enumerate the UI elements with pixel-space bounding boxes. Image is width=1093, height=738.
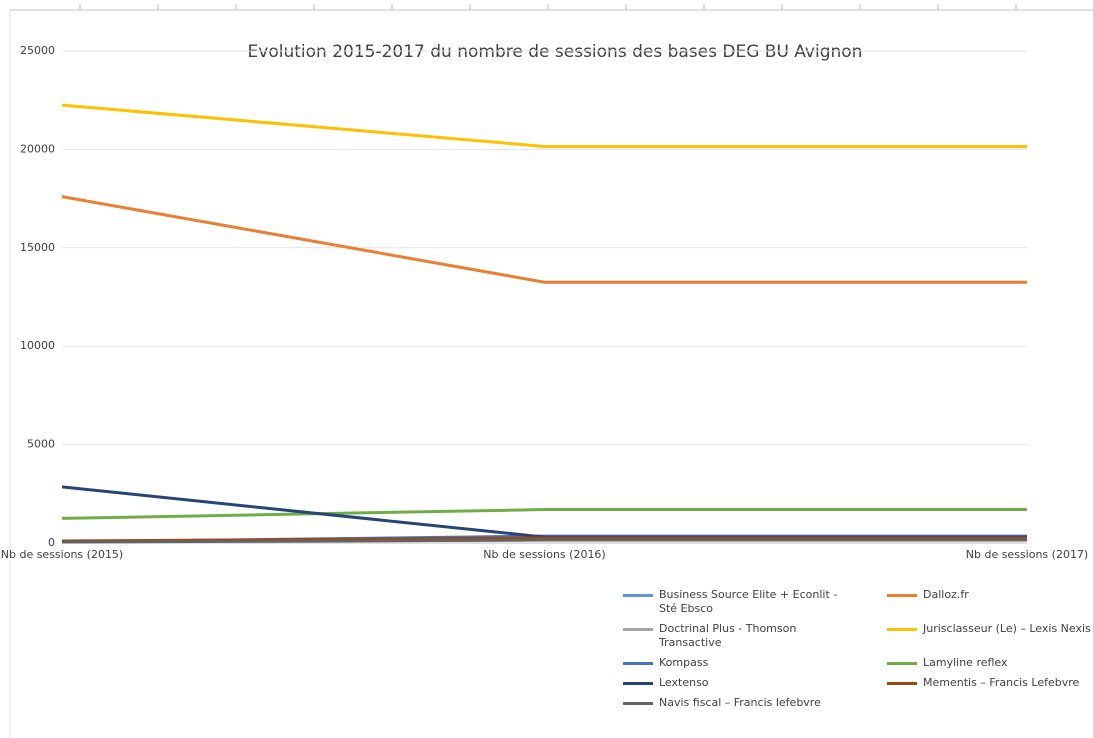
y-tick-label: 20000 (20, 142, 55, 155)
legend-item: Navis fiscal – Francis lefebvre (623, 696, 887, 710)
legend-swatch (623, 682, 653, 685)
x-tick-label: Nb de sessions (2017) (966, 548, 1088, 561)
y-tick-label: 15000 (20, 241, 55, 254)
legend-label: Jurisclasseur (Le) – Lexis Nexis (923, 622, 1091, 635)
y-tick-label: 25000 (20, 44, 55, 57)
legend-swatch (887, 628, 917, 631)
y-tick-label: 10000 (20, 339, 55, 352)
legend-item: Dalloz.fr (887, 588, 1093, 616)
legend-swatch (623, 702, 653, 705)
y-tick-label: 5000 (27, 438, 55, 451)
legend: Business Source Elite + Econlit - Sté Eb… (623, 588, 1093, 710)
legend-item: Lextenso (623, 676, 887, 690)
series-line (61, 103, 1027, 148)
legend-item: Kompass (623, 656, 887, 670)
legend-label: Doctrinal Plus - Thomson Transactive (659, 622, 797, 649)
series-line (61, 508, 1027, 520)
series-line (61, 485, 1027, 539)
x-tick-label: Nb de sessions (2015) (1, 548, 123, 561)
legend-label: Business Source Elite + Econlit - Sté Eb… (659, 588, 838, 615)
x-tick-label: Nb de sessions (2016) (483, 548, 605, 561)
legend-label: Lextenso (659, 676, 709, 689)
chart-title: Evolution 2015-2017 du nombre de session… (248, 42, 863, 62)
legend-swatch (623, 594, 653, 597)
series-line (61, 195, 1027, 284)
legend-swatch (887, 594, 917, 597)
series-line (61, 538, 1027, 544)
legend-swatch (623, 628, 653, 631)
legend-swatch (887, 682, 917, 685)
legend-label: Mementis – Francis Lefebvre (923, 676, 1080, 689)
legend-label: Lamyline reflex (923, 656, 1008, 669)
legend-item: Lamyline reflex (887, 656, 1093, 670)
legend-item: Jurisclasseur (Le) – Lexis Nexis (887, 622, 1093, 650)
y-tick-label: 0 (48, 536, 55, 549)
legend-label: Navis fiscal – Francis lefebvre (659, 696, 821, 709)
legend-label: Dalloz.fr (923, 588, 969, 601)
legend-item: Doctrinal Plus - Thomson Transactive (623, 622, 887, 650)
legend-swatch (623, 662, 653, 665)
legend-item: Business Source Elite + Econlit - Sté Eb… (623, 588, 887, 616)
legend-swatch (887, 662, 917, 665)
legend-label: Kompass (659, 656, 709, 669)
legend-item: Mementis – Francis Lefebvre (887, 676, 1093, 690)
